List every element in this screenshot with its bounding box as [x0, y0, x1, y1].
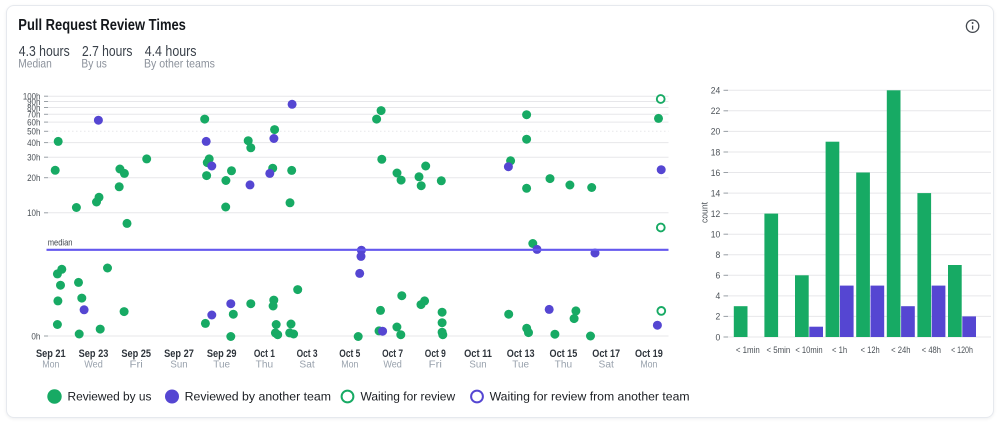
svg-text:10h: 10h — [27, 208, 40, 219]
svg-text:Sun: Sun — [170, 359, 187, 370]
svg-text:90h: 90h — [27, 97, 40, 108]
svg-text:Oct 9: Oct 9 — [425, 348, 446, 360]
svg-text:4.3 hours: 4.3 hours — [19, 43, 70, 60]
svg-text:Oct 11: Oct 11 — [464, 348, 492, 360]
svg-text:4.4 hours: 4.4 hours — [145, 43, 197, 60]
svg-text:2: 2 — [716, 312, 721, 323]
svg-text:< 1min: < 1min — [736, 345, 760, 356]
svg-text:0: 0 — [716, 332, 721, 343]
svg-text:Thu: Thu — [256, 359, 273, 370]
svg-text:12: 12 — [711, 209, 721, 220]
svg-text:Wed: Wed — [383, 359, 402, 370]
svg-text:Oct 17: Oct 17 — [592, 348, 620, 360]
svg-text:60h: 60h — [27, 117, 40, 128]
svg-text:4: 4 — [716, 291, 721, 302]
svg-text:Median: Median — [18, 57, 52, 71]
svg-text:8: 8 — [716, 250, 721, 261]
svg-text:median: median — [48, 238, 73, 249]
svg-text:< 10min: < 10min — [795, 345, 822, 356]
svg-text:Waiting for review: Waiting for review — [361, 390, 456, 404]
svg-text:100h: 100h — [23, 92, 41, 103]
svg-text:count: count — [699, 202, 710, 223]
svg-text:30h: 30h — [27, 152, 40, 163]
svg-text:Oct 7: Oct 7 — [382, 348, 403, 360]
svg-text:Oct 19: Oct 19 — [635, 348, 663, 360]
svg-text:10: 10 — [711, 230, 721, 241]
svg-text:< 48h: < 48h — [922, 345, 941, 356]
svg-text:Mon: Mon — [640, 359, 657, 370]
svg-text:Mon: Mon — [42, 359, 59, 370]
svg-text:Oct 3: Oct 3 — [297, 348, 318, 360]
svg-text:Wed: Wed — [84, 359, 103, 370]
svg-text:Oct 5: Oct 5 — [339, 348, 360, 360]
svg-text:Tue: Tue — [213, 359, 230, 370]
svg-text:Oct 13: Oct 13 — [507, 348, 535, 360]
svg-text:Waiting for review from anothe: Waiting for review from another team — [490, 390, 690, 404]
svg-text:By us: By us — [81, 57, 107, 71]
svg-text:Pull Request Review Times: Pull Request Review Times — [18, 17, 186, 34]
svg-text:Sep 29: Sep 29 — [207, 348, 237, 360]
svg-text:20: 20 — [711, 127, 721, 138]
svg-text:Sep 27: Sep 27 — [164, 348, 194, 360]
svg-text:20h: 20h — [27, 173, 40, 184]
svg-text:Sat: Sat — [299, 359, 315, 370]
svg-text:18: 18 — [711, 147, 721, 158]
svg-text:0h: 0h — [31, 331, 40, 342]
svg-text:< 1h: < 1h — [832, 345, 847, 356]
svg-text:Reviewed by another team: Reviewed by another team — [185, 390, 331, 404]
svg-text:< 12h: < 12h — [861, 345, 880, 356]
svg-text:Sep 23: Sep 23 — [79, 348, 109, 360]
svg-text:80h: 80h — [27, 103, 40, 114]
svg-text:Tue: Tue — [512, 359, 529, 370]
svg-text:22: 22 — [711, 106, 721, 117]
svg-text:< 5min: < 5min — [767, 345, 791, 356]
svg-text:< 120h: < 120h — [951, 345, 973, 356]
svg-text:Fri: Fri — [130, 359, 143, 370]
svg-text:Sep 25: Sep 25 — [121, 348, 151, 360]
svg-text:Oct 1: Oct 1 — [254, 348, 275, 360]
svg-text:50h: 50h — [27, 127, 40, 138]
svg-text:By other teams: By other teams — [144, 57, 215, 71]
svg-text:14: 14 — [711, 188, 721, 199]
svg-text:40h: 40h — [27, 138, 40, 149]
svg-text:Fri: Fri — [429, 359, 442, 370]
svg-text:Sun: Sun — [469, 359, 486, 370]
svg-text:Oct 15: Oct 15 — [550, 348, 578, 360]
svg-text:Sat: Sat — [599, 359, 615, 370]
svg-text:Thu: Thu — [555, 359, 572, 370]
svg-text:Sep 21: Sep 21 — [36, 348, 66, 360]
svg-text:24: 24 — [711, 86, 721, 97]
svg-text:70h: 70h — [27, 110, 40, 121]
svg-text:Reviewed by us: Reviewed by us — [68, 390, 152, 404]
svg-text:16: 16 — [711, 168, 721, 179]
svg-text:2.7 hours: 2.7 hours — [82, 43, 132, 60]
svg-text:6: 6 — [716, 271, 721, 282]
svg-text:< 24h: < 24h — [891, 345, 910, 356]
svg-text:Mon: Mon — [341, 359, 358, 370]
